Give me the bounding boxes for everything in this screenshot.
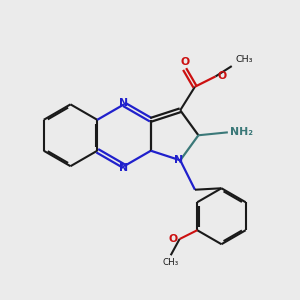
Text: O: O — [180, 57, 189, 67]
Text: N: N — [119, 98, 129, 108]
Text: O: O — [169, 234, 178, 244]
Text: N: N — [119, 163, 129, 173]
Text: N: N — [174, 155, 183, 165]
Text: CH₃: CH₃ — [235, 55, 253, 64]
Text: O: O — [217, 71, 226, 81]
Text: CH₃: CH₃ — [163, 258, 179, 267]
Text: NH₂: NH₂ — [230, 127, 253, 137]
